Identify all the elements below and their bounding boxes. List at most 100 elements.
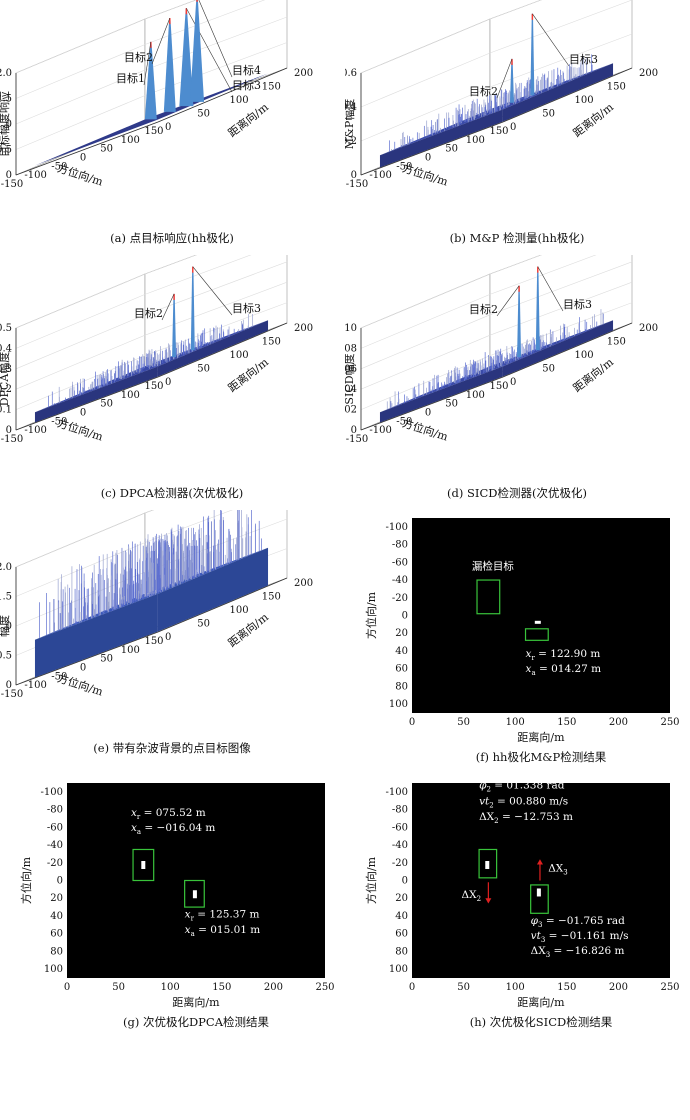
y-tick-label: 0 xyxy=(165,122,171,133)
x-tick-label: 150 xyxy=(212,982,231,993)
peak xyxy=(190,266,195,351)
y-tick-label: -20 xyxy=(392,858,408,869)
x-tick-label: 0 xyxy=(64,982,70,993)
grid-line xyxy=(15,314,146,370)
grid-line xyxy=(144,0,197,20)
y-tick-label: 80 xyxy=(395,946,408,957)
y-tick-label: 150 xyxy=(262,592,281,603)
caption: (c) DPCA检测器(次优极化) xyxy=(101,486,244,500)
x-tick-label: 0 xyxy=(80,153,86,164)
y-tick-label: -20 xyxy=(47,858,63,869)
x-tick-label: 150 xyxy=(144,381,163,392)
y-tick-label: 100 xyxy=(44,964,63,975)
x-tick-label: -50 xyxy=(396,161,412,172)
x-tick-label: 200 xyxy=(609,717,628,728)
peak xyxy=(535,266,540,351)
target2-param: φ2 = 01.338 rad xyxy=(479,779,565,793)
peak xyxy=(179,8,194,107)
z-tick-label: 0.2 xyxy=(345,136,357,147)
y-tick-label: 0 xyxy=(402,611,408,622)
map-background xyxy=(412,783,670,978)
z-tick-label: 2.0 xyxy=(0,562,12,573)
x-tick-label: -100 xyxy=(369,425,391,436)
y-tick-label: 20 xyxy=(50,893,63,904)
y-tick-label: -20 xyxy=(392,593,408,604)
surface-side xyxy=(502,320,614,377)
y-tick-label: 40 xyxy=(395,646,408,657)
z-tick-label: 0.4 xyxy=(345,102,357,113)
target-xa: xa = 014.27 m xyxy=(526,663,602,677)
y-tick-label: 40 xyxy=(395,911,408,922)
y-tick-label: 200 xyxy=(294,578,313,589)
target2-xr: xr = 125.37 m xyxy=(185,909,260,923)
x-tick-label: -150 xyxy=(1,434,23,445)
grid-line xyxy=(489,281,633,336)
x-tick-label: 0 xyxy=(425,153,431,164)
y-tick-label: -60 xyxy=(47,822,63,833)
panel-a: 目标1 目标2 目标3 目标4 0 0.5 1.0 1.5 2.0 -150-100 -50 0 50 1… xyxy=(0,0,345,345)
y-tick-label: 150 xyxy=(607,82,626,93)
panel-b: 目标2目标300.20.40.6-150-100-500501001500501… xyxy=(345,0,690,345)
z-tick-label: 0.06 xyxy=(345,364,357,375)
target-blob xyxy=(485,861,490,869)
y-tick-label: 100 xyxy=(230,350,249,361)
y-axis-line xyxy=(157,67,288,123)
z-tick-label: 0.02 xyxy=(345,405,357,416)
target2-xa: xa = 015.01 m xyxy=(185,924,261,938)
y-tick-label: 100 xyxy=(575,95,594,106)
y-axis-line xyxy=(502,322,633,378)
target3-param: vt3 = −01.161 m/s xyxy=(531,930,629,944)
y-tick-label: 60 xyxy=(50,929,63,940)
peak-leader xyxy=(186,8,233,93)
y-tick-label: 50 xyxy=(542,109,555,120)
x-tick-label: 50 xyxy=(457,717,470,728)
x-tick-label: 0 xyxy=(409,982,415,993)
surface-side xyxy=(34,366,158,423)
grid-line xyxy=(360,86,491,142)
grid-line xyxy=(15,69,146,125)
x-tick-label: 0 xyxy=(80,408,86,419)
x-tick-label: -150 xyxy=(346,179,368,190)
z-tick-label: 0.08 xyxy=(345,343,357,354)
panel-c: 目标2 目标3 0 0.1 0.2 0.3 0.4 0.5 -150-100 -50 0 50 100 1… xyxy=(0,255,345,600)
grid-line xyxy=(360,294,491,349)
x-tick-label: 100 xyxy=(121,135,140,146)
x-tick-label: 250 xyxy=(660,717,679,728)
grid-line xyxy=(15,44,146,99)
x-tick-label: 100 xyxy=(506,717,525,728)
z-axis-label: SICD幅度 xyxy=(345,353,356,404)
target1-xr: xr = 075.52 m xyxy=(131,807,206,821)
target-blob xyxy=(141,861,146,869)
z-tick-label: 1.5 xyxy=(0,592,12,603)
y-tick-label: 0 xyxy=(510,122,516,133)
surface-slab xyxy=(379,63,614,156)
z-axis-label: M&P幅度 xyxy=(345,99,356,149)
detection-box xyxy=(530,884,549,914)
detection-box xyxy=(184,879,205,908)
peak xyxy=(530,13,535,96)
target3-param: ΔX3 = −16.826 m xyxy=(531,945,625,959)
detection-map-h: 0 50 100 150 200 250 -100 -80 -60 -40 -20 0 20 40 60 80… xyxy=(364,779,680,1029)
peak-label: 目标4 xyxy=(232,63,261,77)
caption: (a) 点目标响应(hh极化) xyxy=(110,231,234,245)
y-tick-label: 50 xyxy=(197,109,210,120)
x-tick-label: -50 xyxy=(51,161,67,172)
x-tick-label: -100 xyxy=(24,170,46,181)
detection-box xyxy=(478,848,498,879)
x-axis-label: 距离向/m xyxy=(517,730,565,744)
grid-line xyxy=(489,255,597,295)
target-blob xyxy=(536,888,541,897)
caption: (g) 次优极化DPCA检测结果 xyxy=(123,1015,270,1029)
surface-side xyxy=(34,594,158,678)
x-tick-label: 100 xyxy=(466,390,485,401)
x-tick-label: 200 xyxy=(264,982,283,993)
grid-line xyxy=(15,95,146,150)
x-tick-label: 50 xyxy=(100,654,113,665)
y-tick-label: 150 xyxy=(262,337,281,348)
map-background xyxy=(412,518,670,713)
peak-label: 目标3 xyxy=(569,52,598,66)
y-tick-label: -80 xyxy=(47,805,63,816)
y-tick-label: 0 xyxy=(510,377,516,388)
y-axis-line xyxy=(157,322,288,378)
target3-param: φ3 = −01.765 rad xyxy=(531,915,625,929)
